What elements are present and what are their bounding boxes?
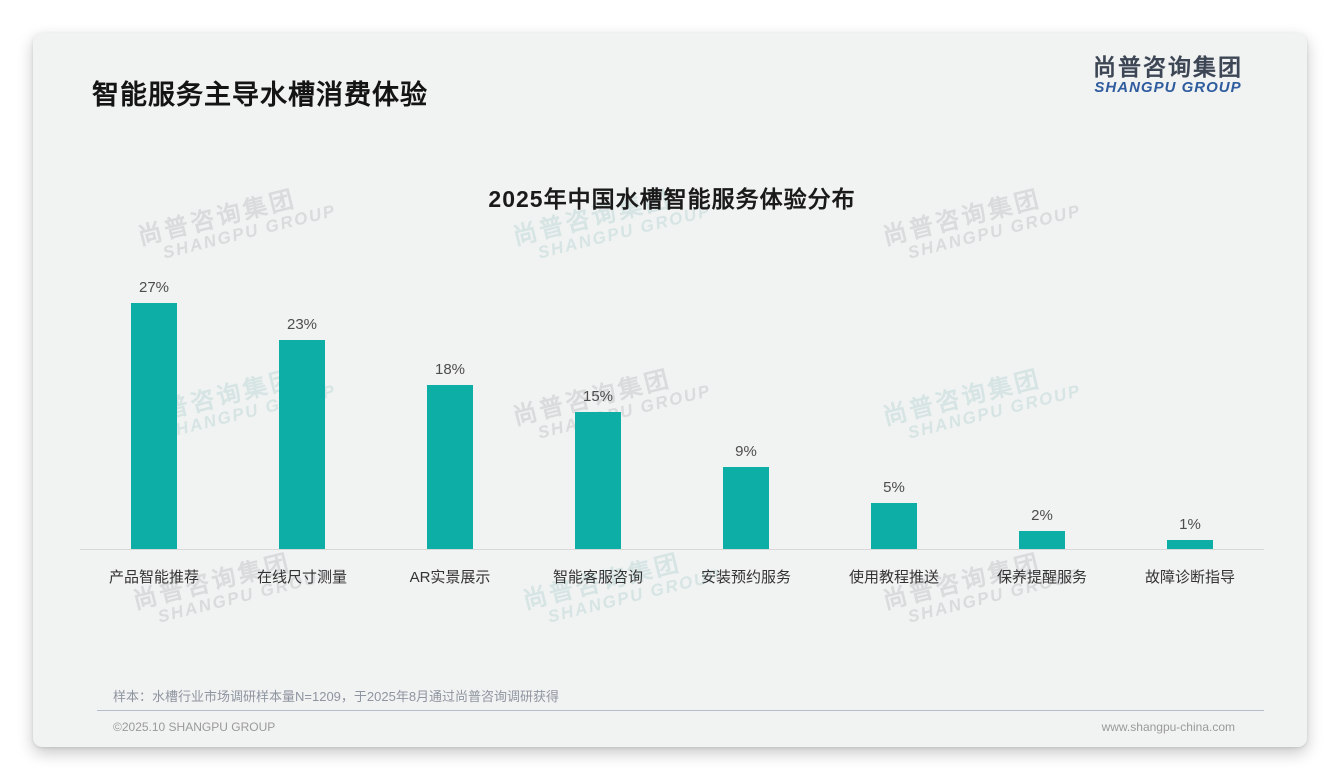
bar [575, 412, 621, 549]
bar-value-label: 2% [1031, 507, 1053, 524]
bar-column: 5% [820, 479, 968, 549]
bar-category-label: 故障诊断指导 [1144, 569, 1235, 586]
bar-column: 2% [968, 507, 1116, 549]
bar-column: 9% [672, 443, 820, 549]
bar-value-label: 9% [735, 443, 757, 460]
bar-column: 15% [524, 388, 672, 549]
chart-title: 2025年中国水槽智能服务体验分布 [488, 186, 856, 212]
page-title: 智能服务主导水槽消费体验 [92, 80, 428, 110]
bar [279, 340, 325, 549]
bar-value-label: 18% [434, 361, 466, 378]
watermark: 尚普咨询集团 SHANGPU GROUP [130, 542, 334, 633]
bar-category-label: 产品智能推荐 [108, 569, 199, 586]
bar-category-label: 保养提醒服务 [996, 569, 1087, 586]
footer-website: www.shangpu-china.com [1101, 720, 1235, 734]
bar-chart-bars: 27% 23% 18% 15% 9% 5% 2% 1% [80, 265, 1264, 550]
bar-column: 27% [80, 279, 228, 549]
bar-value-label: 5% [883, 479, 905, 496]
bar-category-label: 智能客服咨询 [552, 569, 643, 586]
slide-card: 智能服务主导水槽消费体验 尚普咨询集团 SHANGPU GROUP 尚普咨询集团… [33, 33, 1307, 747]
bar-column: 23% [228, 316, 376, 549]
bar-value-label: 15% [582, 388, 614, 405]
logo-en-text: SHANGPU GROUP [1094, 79, 1242, 97]
bar-value-label: 23% [286, 316, 318, 333]
footer-copyright: ©2025.10 SHANGPU GROUP [113, 720, 276, 734]
bar-chart-categories: 产品智能推荐 在线尺寸测量 AR实景展示 智能客服咨询 安装预约服务 使用教程推送 保养提醒… [80, 566, 1264, 587]
bar-value-label: 1% [1179, 516, 1201, 533]
watermark: 尚普咨询集团 SHANGPU GROUP [880, 542, 1084, 633]
bar [427, 385, 473, 549]
company-logo: 尚普咨询集团 SHANGPU GROUP [1093, 54, 1243, 97]
bar [131, 303, 177, 549]
bar [871, 503, 917, 549]
bar-category-label: 在线尺寸测量 [256, 569, 347, 586]
bar-column: 18% [376, 361, 524, 549]
logo-cn-text: 尚普咨询集团 [1093, 54, 1243, 80]
bar [723, 467, 769, 549]
watermark: 尚普咨询集团 SHANGPU GROUP [520, 542, 724, 633]
bar-category-label: 安装预约服务 [700, 569, 791, 586]
bar [1019, 531, 1065, 549]
footer-divider [97, 710, 1264, 711]
sample-footnote: 样本：水槽行业市场调研样本量N=1209，于2025年8月通过尚普咨询调研获得 [113, 689, 560, 704]
bar-category-label: AR实景展示 [409, 569, 491, 586]
bar-value-label: 27% [138, 279, 170, 296]
bar-category-label: 使用教程推送 [848, 569, 939, 586]
bar-column: 1% [1116, 516, 1264, 549]
bar [1167, 540, 1213, 549]
